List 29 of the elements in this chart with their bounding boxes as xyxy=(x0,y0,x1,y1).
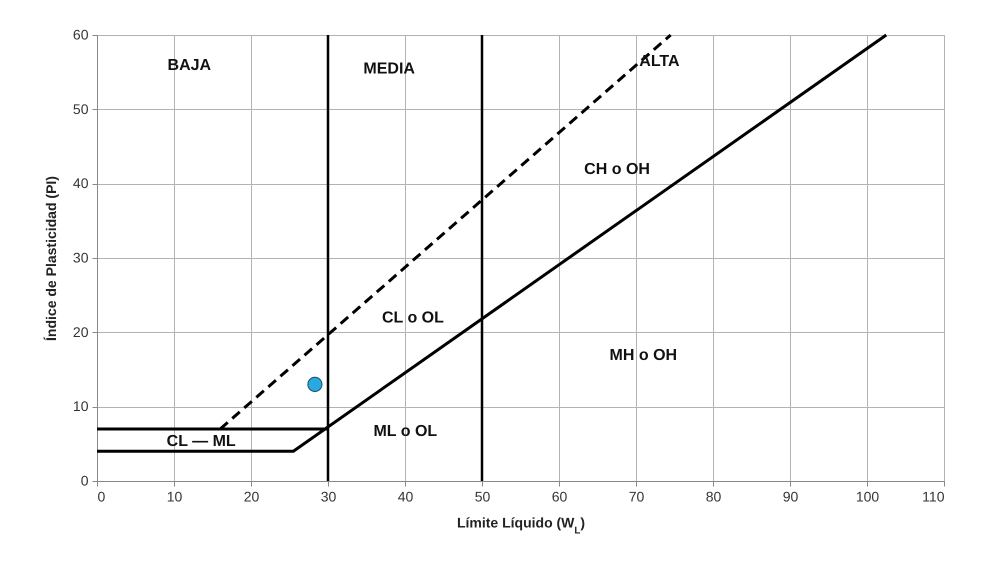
x-tick-label: 110 xyxy=(922,488,945,504)
x-axis-title: Límite Líquido (W$_{L}$) xyxy=(456,514,586,536)
x-tick-label: 100 xyxy=(856,488,880,504)
annotation: ML o OL xyxy=(373,423,438,440)
y-axis-title: Índice de Plasticidad (PI) xyxy=(42,176,59,341)
x-tick-label: 90 xyxy=(782,488,798,504)
annotation: CL o OL xyxy=(382,309,444,326)
x-tick-label: 30 xyxy=(320,488,336,504)
x-tick-label: 0 xyxy=(98,488,106,504)
y-tick-label: 40 xyxy=(72,175,89,192)
x-tick-label: 50 xyxy=(474,488,490,504)
x-tick-label: 80 xyxy=(706,488,722,504)
annotation: CL — ML xyxy=(166,432,236,450)
y-tick-label: 50 xyxy=(72,100,89,117)
y-tick-label: 20 xyxy=(72,324,89,340)
x-tick-label: 10 xyxy=(166,488,182,504)
x-tick-label: 40 xyxy=(398,488,414,504)
y-tick-label: 0 xyxy=(80,472,89,488)
y-tick-label: 60 xyxy=(72,26,89,42)
x-tick-label: 60 xyxy=(552,488,568,504)
annotation: MH o OH xyxy=(610,346,678,364)
y-tick-label: 30 xyxy=(72,250,89,266)
annotation: CH o OH xyxy=(584,160,650,178)
x-tick-label: 70 xyxy=(628,488,644,504)
annotation: MEDIA xyxy=(363,60,416,78)
x-tick-label: 20 xyxy=(244,488,260,504)
y-tick-label: 10 xyxy=(72,398,89,414)
annotation: ALTA xyxy=(639,52,680,70)
annotation: BAJA xyxy=(168,56,212,74)
